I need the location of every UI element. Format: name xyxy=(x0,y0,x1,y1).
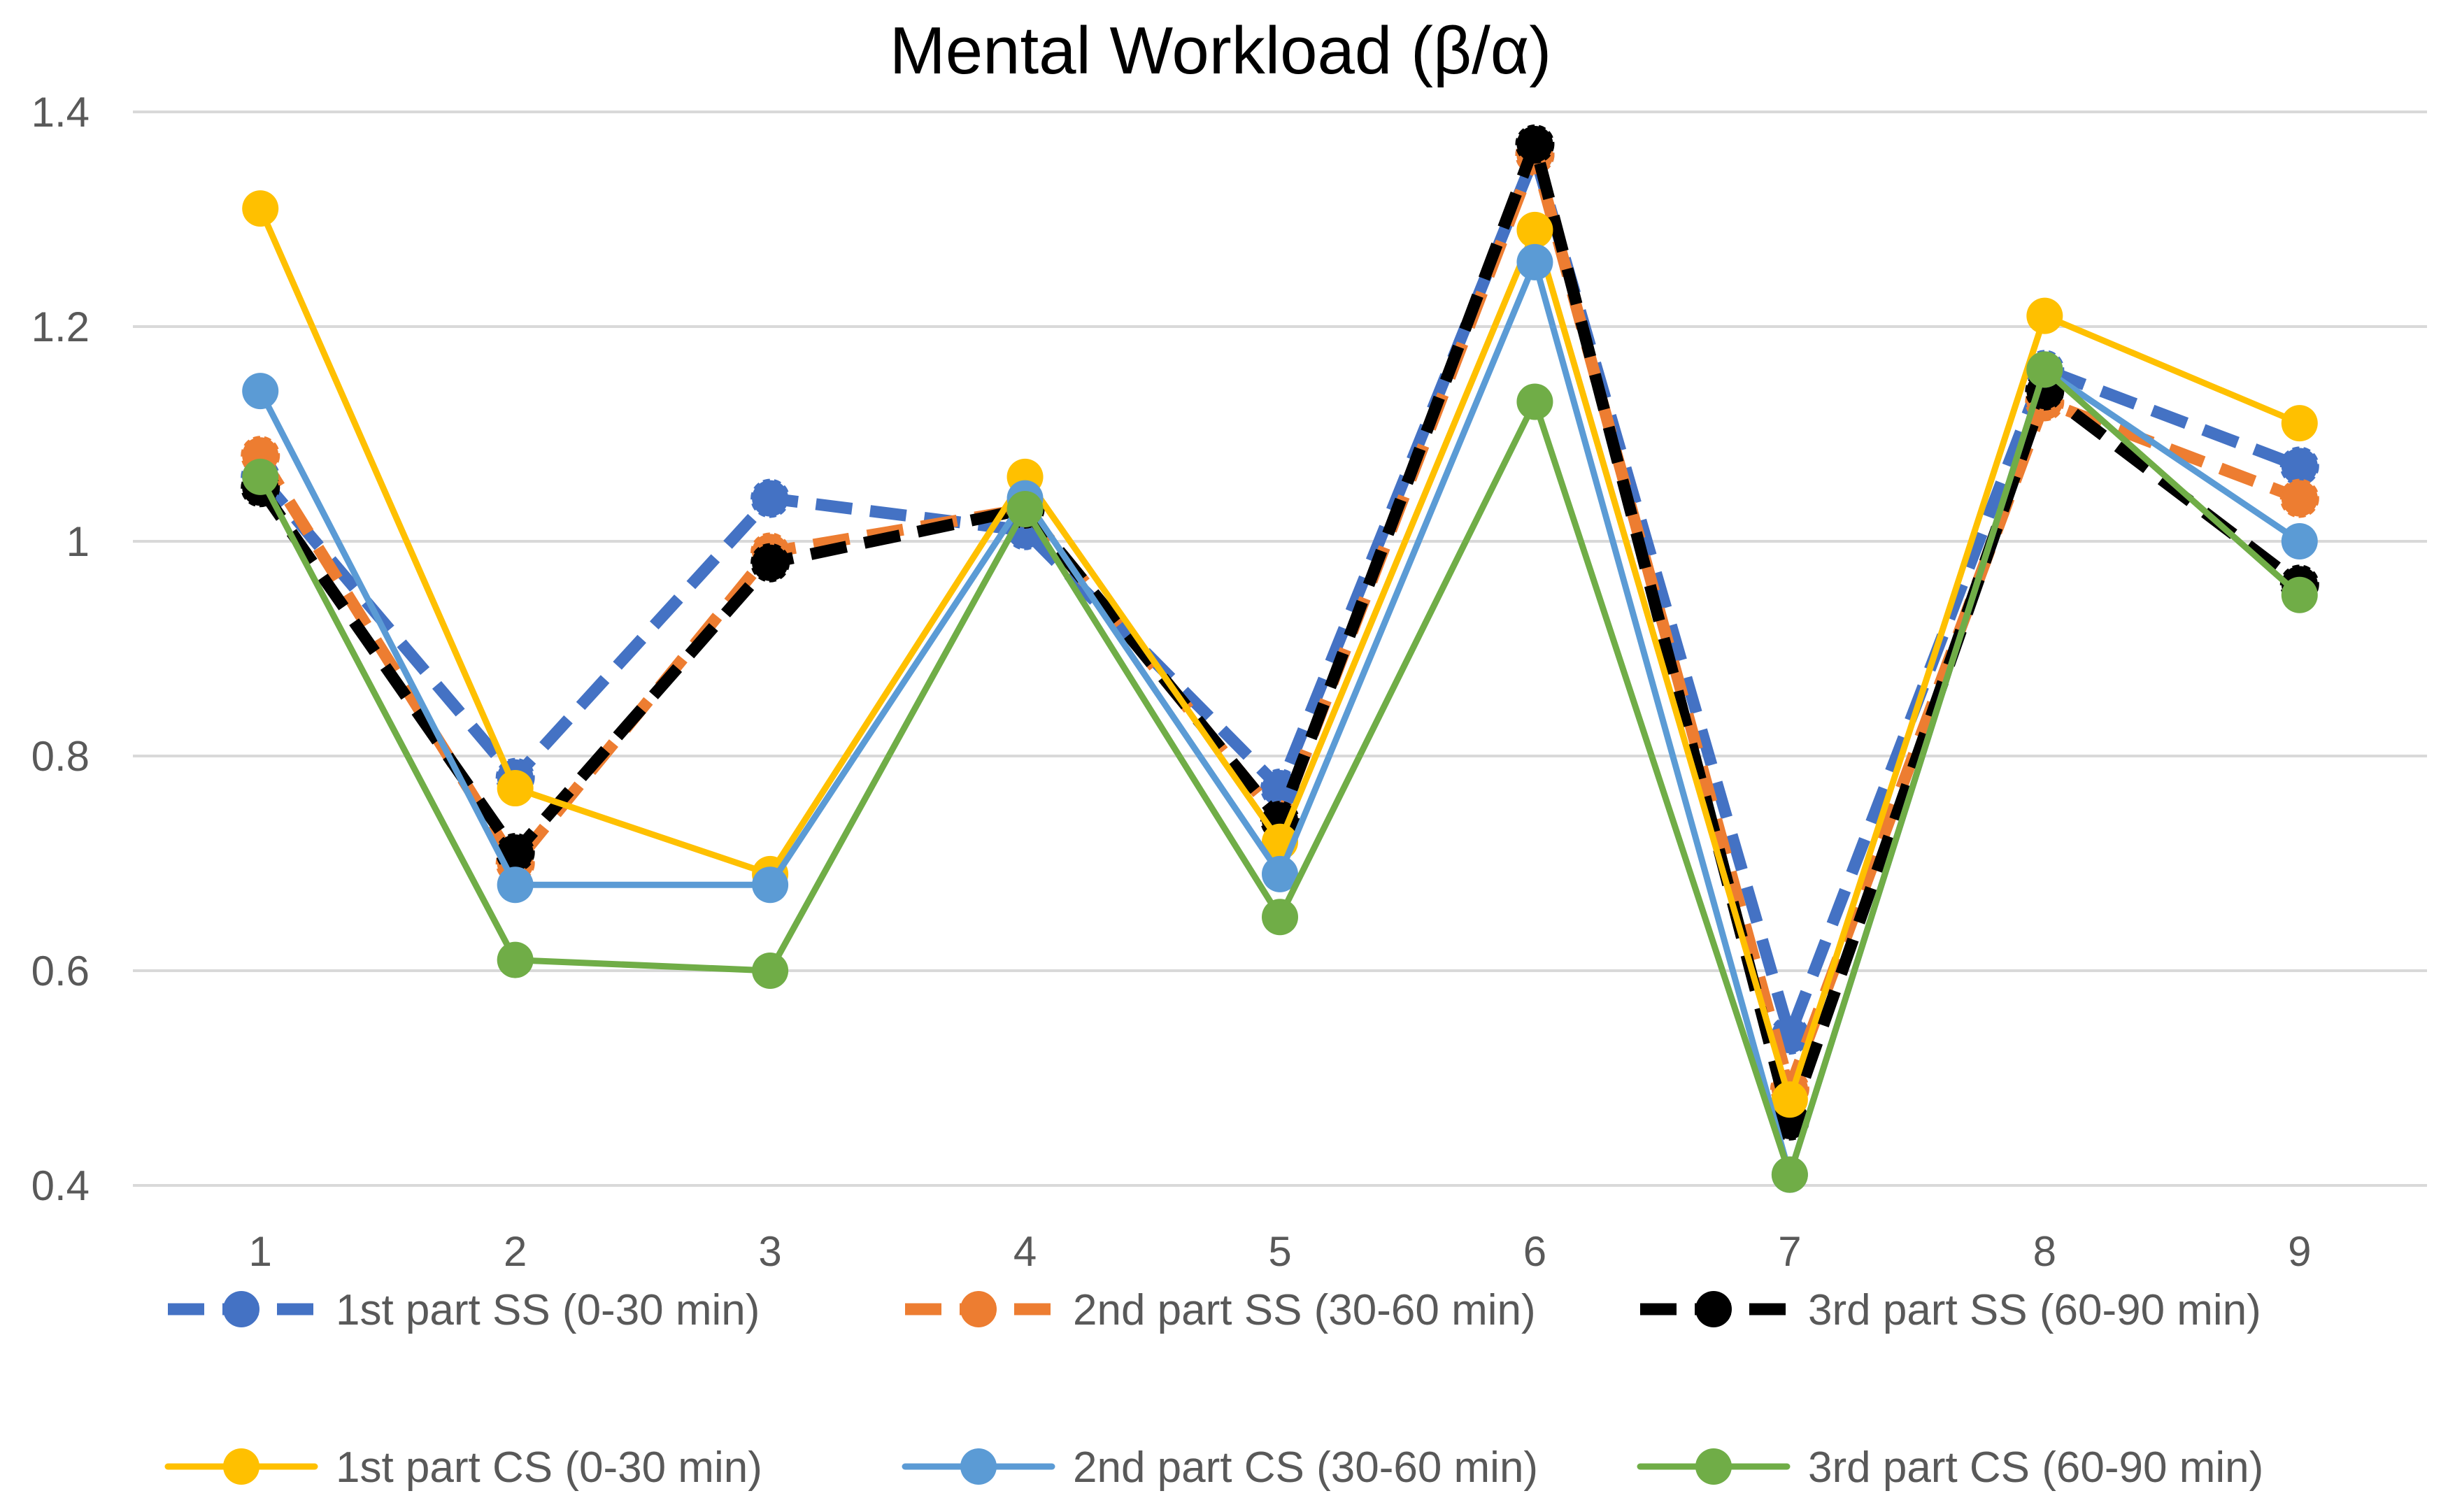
legend-item[interactable]: 1st part CS (0-30 min) xyxy=(164,1443,762,1492)
y-tick-label: 0.6 xyxy=(31,948,90,994)
data-point xyxy=(242,458,279,495)
legend-swatch-marker xyxy=(960,1448,997,1485)
series-line xyxy=(255,148,2302,1095)
series-6 xyxy=(242,351,2318,1193)
chart-title: Mental Workload (β/α) xyxy=(890,13,1552,88)
data-point xyxy=(1006,490,1044,527)
data-point xyxy=(497,770,534,807)
series-line xyxy=(255,138,2303,1127)
legend-label: 3rd part CS (60-90 min) xyxy=(1808,1443,2263,1492)
data-point xyxy=(752,866,789,904)
y-tick-label: 0.4 xyxy=(31,1162,90,1209)
data-point xyxy=(242,373,279,410)
x-tick-label: 6 xyxy=(1523,1228,1546,1275)
data-point xyxy=(2281,405,2318,442)
data-point xyxy=(2279,478,2319,518)
legend-label: 3rd part SS (60-90 min) xyxy=(1808,1286,2261,1334)
data-point xyxy=(497,866,534,904)
data-point xyxy=(1262,855,1298,892)
data-point xyxy=(2026,351,2063,388)
y-tick-label: 0.8 xyxy=(31,733,90,780)
data-point xyxy=(242,190,279,227)
data-point xyxy=(2026,297,2063,334)
legend-swatch-marker xyxy=(223,1291,259,1327)
y-tick-label: 1.2 xyxy=(31,304,90,350)
legend-swatch-marker xyxy=(1695,1291,1732,1327)
legend-item[interactable]: 3rd part SS (60-90 min) xyxy=(1640,1286,2261,1334)
legend-label: 2nd part SS (30-60 min) xyxy=(1073,1286,1536,1334)
series-layer xyxy=(241,124,2319,1193)
y-tick-label: 1 xyxy=(66,518,90,565)
x-axis-ticks: 1 2 3 4 5 6 7 8 9 xyxy=(249,1228,2312,1275)
data-point xyxy=(750,478,790,518)
legend-item[interactable]: 2nd part CS (30-60 min) xyxy=(902,1443,1538,1492)
legend-item[interactable]: 3rd part CS (60-90 min) xyxy=(1637,1443,2263,1492)
data-point xyxy=(1516,243,1553,280)
grid-layer xyxy=(133,110,2427,1187)
data-point xyxy=(1771,1081,1808,1118)
x-tick-label: 8 xyxy=(2033,1228,2056,1275)
data-point xyxy=(752,953,789,989)
legend-label: 1st part SS (0-30 min) xyxy=(336,1286,760,1334)
legend-item[interactable]: 1st part SS (0-30 min) xyxy=(168,1286,760,1334)
data-point xyxy=(2281,576,2318,613)
series-3 xyxy=(241,124,2319,1141)
legend-label: 1st part CS (0-30 min) xyxy=(336,1443,762,1492)
x-tick-label: 7 xyxy=(1778,1228,1801,1275)
series-4 xyxy=(242,190,2318,1118)
data-point xyxy=(750,543,790,583)
data-point xyxy=(1262,899,1298,936)
x-tick-label: 9 xyxy=(2288,1228,2311,1275)
series-5 xyxy=(242,243,2318,1193)
x-tick-label: 1 xyxy=(249,1228,272,1275)
x-tick-label: 4 xyxy=(1013,1228,1037,1275)
y-tick-label: 1.4 xyxy=(31,89,90,136)
data-point xyxy=(1516,383,1553,420)
data-point xyxy=(497,941,534,978)
legend-swatch-marker xyxy=(1695,1448,1732,1485)
legend-label: 2nd part CS (30-60 min) xyxy=(1073,1443,1538,1492)
data-point xyxy=(1516,211,1553,248)
legend-item[interactable]: 2nd part SS (30-60 min) xyxy=(905,1286,1536,1334)
series-line xyxy=(257,205,2303,1103)
data-point xyxy=(1771,1156,1808,1193)
x-tick-label: 3 xyxy=(758,1228,781,1275)
y-axis-ticks: 0.4 0.6 0.8 1 1.2 1.4 xyxy=(31,89,90,1209)
legend-swatch-marker xyxy=(960,1291,997,1327)
data-point xyxy=(2281,523,2318,559)
data-point xyxy=(1515,124,1555,164)
legend-swatch-marker xyxy=(223,1448,259,1485)
x-tick-label: 5 xyxy=(1268,1228,1291,1275)
legend: 1st part SS (0-30 min) 2nd part SS (30-60… xyxy=(164,1286,2263,1492)
x-tick-label: 2 xyxy=(504,1228,527,1275)
